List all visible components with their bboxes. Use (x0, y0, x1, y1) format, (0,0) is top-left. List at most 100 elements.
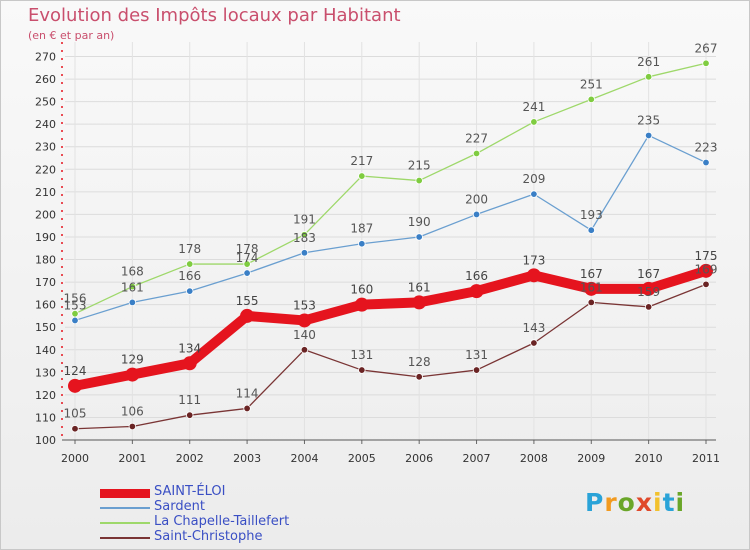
data-point (71, 309, 79, 318)
data-point (472, 210, 481, 219)
chart-subtitle: (en € et par an) (28, 29, 115, 42)
data-label: 106 (121, 404, 144, 418)
data-label: 114 (236, 386, 259, 400)
data-point (240, 308, 255, 323)
x-tick-label: 2007 (463, 452, 491, 465)
data-point (526, 268, 541, 283)
data-label: 140 (293, 328, 316, 342)
x-tick-label: 2011 (692, 452, 720, 465)
logo-letter: t (662, 488, 676, 517)
y-tick-label: 240 (35, 118, 56, 131)
logo-letter: o (617, 488, 636, 517)
data-label: 193 (580, 208, 603, 222)
data-point (587, 298, 595, 307)
data-label: 223 (695, 141, 718, 155)
data-label: 153 (293, 298, 316, 312)
data-label: 174 (236, 251, 259, 265)
data-point (702, 158, 710, 167)
x-tick-label: 2002 (176, 452, 204, 465)
x-tick-label: 2004 (290, 452, 318, 465)
data-label: 155 (236, 294, 259, 308)
legend-label: La Chapelle-Taillefert (154, 514, 290, 529)
data-point (71, 425, 79, 433)
x-tick-label: 2005 (348, 452, 376, 465)
series-line-1 (74, 134, 707, 322)
data-label: 160 (350, 283, 373, 297)
data-point (415, 373, 423, 381)
legend-label: Saint-Christophe (154, 529, 263, 544)
data-label: 209 (522, 172, 545, 186)
data-point (243, 404, 251, 413)
data-point (71, 316, 79, 325)
y-tick-label: 250 (35, 96, 56, 109)
y-tick-label: 150 (35, 321, 56, 334)
data-label: 191 (293, 213, 316, 227)
data-point (128, 298, 137, 307)
chart-title: Evolution des Impôts locaux par Habitant (28, 5, 401, 26)
legend-swatch (100, 537, 150, 539)
series-line-0 (70, 265, 711, 391)
data-point (300, 249, 309, 257)
data-point (358, 240, 366, 248)
y-tick-label: 170 (35, 276, 56, 289)
data-label: 178 (236, 242, 259, 256)
data-label: 169 (695, 262, 718, 276)
data-label: 173 (522, 253, 545, 267)
logo-letter: P (585, 488, 605, 517)
x-tick-label: 2003 (233, 452, 261, 465)
data-point (472, 366, 481, 374)
data-label: 267 (695, 41, 718, 55)
data-label: 161 (408, 280, 431, 294)
x-tick-label: 2008 (520, 452, 548, 465)
y-tick-label: 270 (35, 51, 56, 64)
data-label: 190 (408, 215, 431, 229)
data-point (530, 190, 538, 198)
y-tick-label: 210 (35, 186, 56, 199)
data-label: 134 (178, 341, 201, 355)
y-tick-label: 140 (35, 344, 56, 357)
data-point (584, 281, 599, 296)
data-point (702, 59, 710, 67)
data-label: 178 (178, 242, 201, 256)
data-label: 227 (465, 132, 488, 146)
data-label: 129 (121, 353, 144, 367)
data-point (354, 297, 369, 312)
data-label: 161 (121, 280, 144, 294)
series-lines (68, 59, 713, 433)
data-label: 153 (64, 298, 87, 312)
data-point (412, 295, 427, 310)
y-tick-label: 120 (35, 389, 56, 402)
data-point (699, 263, 713, 278)
y-tick-label: 180 (35, 254, 56, 267)
data-point (128, 422, 137, 431)
data-label: 175 (695, 249, 718, 263)
legend-label: SAINT-ÉLOI (154, 484, 226, 499)
series-line-2 (74, 62, 707, 315)
data-label: 235 (637, 113, 660, 127)
data-label: 128 (408, 355, 431, 369)
x-tick-label: 2001 (118, 452, 146, 465)
data-label: 187 (350, 222, 373, 236)
data-label: 168 (121, 265, 144, 279)
legend-label: Sardent (154, 499, 205, 514)
data-point (243, 269, 251, 277)
y-tick-label: 220 (35, 163, 56, 176)
data-point (300, 346, 309, 354)
proxiti-logo: Proxiti (585, 488, 685, 517)
y-tick-label: 200 (35, 208, 56, 221)
data-label: 261 (637, 55, 660, 69)
data-point (530, 339, 538, 347)
data-point (186, 287, 194, 295)
data-point (702, 280, 710, 289)
data-label: 131 (465, 348, 488, 362)
data-point (125, 367, 140, 382)
data-point (587, 95, 595, 104)
logo-letter: i (653, 488, 663, 517)
x-tick-label: 2009 (577, 452, 605, 465)
data-label: 200 (465, 192, 488, 206)
data-point (358, 366, 366, 374)
data-point (128, 282, 137, 291)
data-point (186, 411, 194, 419)
